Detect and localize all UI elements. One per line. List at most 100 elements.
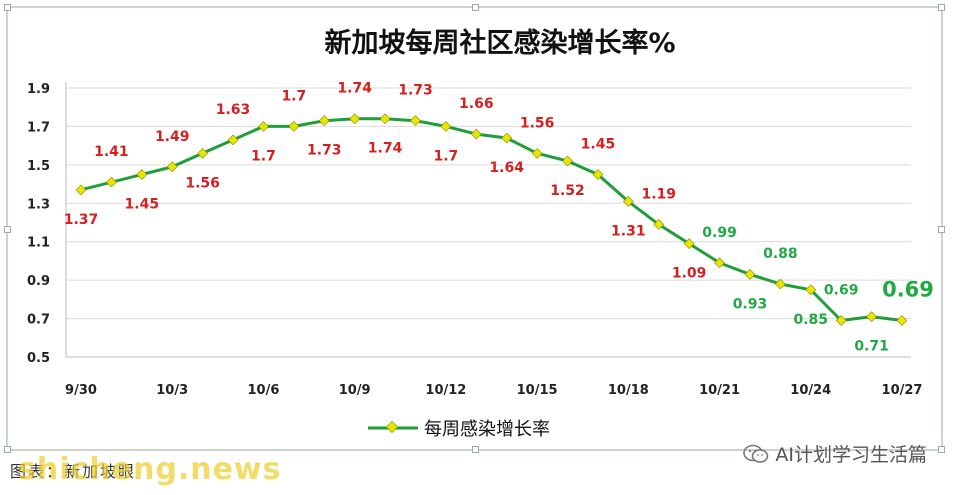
data-point [592, 169, 604, 180]
data-point [835, 315, 847, 326]
y-axis-ticks: 0.5 0.7 0.9 1.1 1.3 1.5 1.7 1.9 [27, 82, 50, 366]
data-label: 1.63 [216, 102, 251, 118]
y-tick-label: 1.7 [27, 120, 50, 135]
data-point [531, 147, 543, 159]
data-label: 0.69 [882, 277, 934, 301]
y-tick-label: 0.9 [27, 274, 50, 289]
x-axis-ticks: 9/30 10/3 10/6 10/9 10/12 10/15 10/18 10/21 10/2… [65, 383, 922, 398]
y-tick-label: 1.3 [27, 197, 50, 212]
resize-handle-tr[interactable] [938, 4, 945, 11]
x-tick-label: 10/15 [517, 383, 558, 398]
x-tick-label: 10/24 [790, 383, 831, 398]
data-point [683, 238, 695, 250]
data-point [470, 128, 482, 140]
data-point [410, 115, 421, 127]
account-badge[interactable]: AI计划学习生活篇 [743, 440, 927, 467]
data-labels: 1.37 1.41 1.45 1.49 1.56 1.63 1.7 1.7 1.73 1.74 1.… [64, 81, 934, 355]
resize-handle-bl[interactable] [4, 446, 11, 453]
data-point [197, 147, 209, 159]
series-line [80, 117, 903, 322]
legend: 每周感染增长率 [368, 419, 550, 440]
data-label: 1.45 [581, 136, 616, 152]
data-label: 1.45 [125, 196, 160, 212]
data-label: 1.7 [251, 148, 276, 164]
resize-handle-bc[interactable] [472, 446, 479, 453]
wechat-icon [743, 444, 769, 463]
x-tick-label: 10/18 [608, 383, 649, 398]
resize-handle-br[interactable] [938, 446, 945, 453]
data-label: 1.31 [611, 223, 646, 239]
data-label: 1.49 [155, 129, 190, 145]
x-tick-label: 9/30 [65, 383, 97, 398]
data-point [288, 121, 300, 132]
data-point [258, 121, 269, 132]
data-point [866, 311, 877, 323]
y-tick-label: 1.9 [27, 82, 50, 97]
data-point [75, 184, 87, 196]
data-label: 1.66 [459, 96, 494, 112]
data-label: 0.88 [763, 246, 798, 262]
legend-marker-swatch [385, 420, 399, 434]
chart-title: 新加坡每周社区感染增长率% [324, 27, 675, 59]
data-label: 0.93 [733, 296, 768, 312]
data-point [136, 169, 148, 180]
x-tick-label: 10/6 [247, 383, 279, 398]
data-point [166, 161, 178, 173]
series-markers [75, 113, 908, 326]
x-tick-label: 10/3 [156, 383, 188, 398]
grid-lines [66, 87, 911, 358]
resize-handle-tl[interactable] [4, 4, 11, 11]
resize-handle-tc[interactable] [472, 4, 479, 11]
data-point [653, 219, 665, 230]
data-label: 0.99 [702, 225, 737, 241]
x-tick-label: 10/9 [339, 383, 371, 398]
data-label: 1.73 [307, 143, 342, 159]
data-point [501, 132, 513, 144]
data-point [896, 315, 908, 326]
series-polyline [80, 117, 903, 322]
x-tick-label: 10/12 [425, 383, 466, 398]
data-label: 1.74 [368, 141, 403, 157]
data-point [106, 176, 117, 188]
legend-label: 每周感染增长率 [424, 419, 550, 440]
axes [65, 82, 911, 358]
data-label: 1.64 [489, 160, 524, 176]
source-label: 图表：新加坡眼 [10, 462, 137, 481]
data-point [379, 113, 391, 125]
data-label: 1.19 [641, 186, 676, 202]
data-point [774, 278, 786, 290]
data-label: 1.74 [337, 81, 372, 97]
data-label: 1.37 [64, 212, 99, 228]
data-label: 1.56 [185, 175, 220, 191]
data-label: 1.7 [433, 148, 458, 164]
data-point [744, 269, 756, 280]
data-label: 1.09 [672, 266, 707, 282]
data-point [714, 257, 725, 269]
data-label: 1.73 [398, 83, 433, 99]
y-tick-label: 1.1 [27, 236, 50, 251]
data-point [318, 115, 330, 127]
y-tick-label: 0.5 [27, 351, 50, 366]
data-label: 1.7 [281, 88, 306, 104]
data-point [622, 195, 634, 207]
y-tick-label: 1.5 [27, 159, 50, 174]
resize-handle-ml[interactable] [4, 226, 11, 233]
resize-handle-mr[interactable] [938, 226, 945, 233]
x-tick-label: 10/21 [699, 383, 740, 398]
chart-frame [4, 4, 945, 453]
account-name: AI计划学习生活篇 [775, 444, 927, 466]
data-label: 0.69 [824, 282, 859, 298]
data-point [349, 113, 361, 125]
data-point [805, 284, 817, 296]
data-label: 1.41 [94, 144, 129, 160]
watermark: shicheng.news [18, 452, 282, 487]
data-label: 0.71 [854, 339, 889, 355]
data-label: 0.85 [794, 312, 829, 328]
data-label: 1.52 [550, 183, 585, 199]
data-point [440, 121, 452, 132]
data-label: 1.56 [520, 115, 555, 131]
data-point [227, 134, 239, 146]
y-tick-label: 0.7 [27, 313, 50, 328]
data-point [562, 155, 573, 167]
